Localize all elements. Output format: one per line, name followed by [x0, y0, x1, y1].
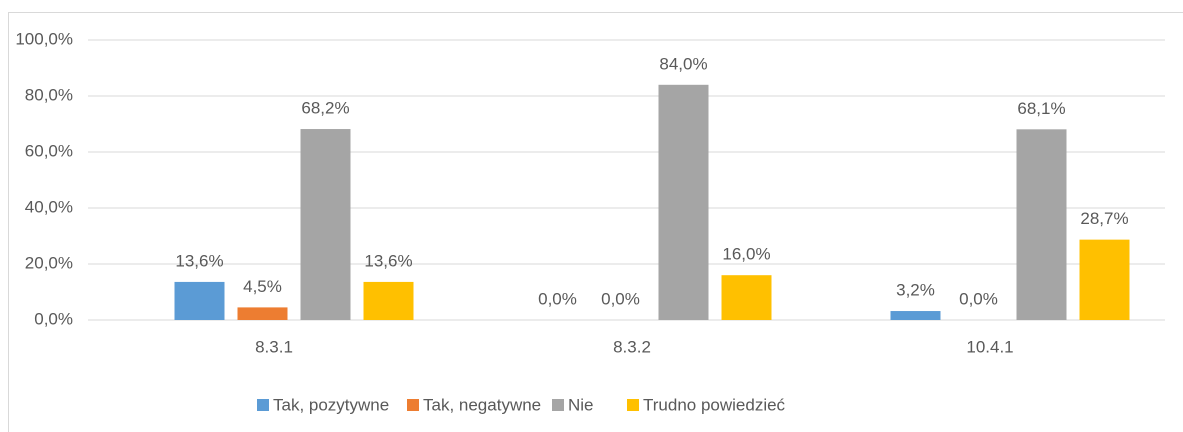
y-tick-label: 60,0% — [25, 141, 73, 160]
legend-label: Tak, negatywne — [423, 395, 541, 414]
legend-swatch — [407, 399, 419, 411]
bar — [1016, 129, 1067, 320]
data-label: 13,6% — [364, 251, 412, 270]
y-tick-label: 80,0% — [25, 85, 73, 104]
y-tick-label: 40,0% — [25, 197, 73, 216]
bar — [890, 311, 941, 320]
bar — [174, 281, 225, 320]
legend-label: Tak, pozytywne — [273, 395, 389, 414]
bar — [237, 307, 288, 320]
data-label: 3,2% — [896, 281, 935, 300]
bar — [721, 275, 772, 320]
x-tick-label: 8.3.1 — [255, 337, 293, 356]
data-label: 0,0% — [538, 289, 577, 308]
y-tick-label: 20,0% — [25, 253, 73, 272]
y-tick-label: 0,0% — [34, 309, 73, 328]
bar — [1079, 239, 1130, 320]
data-label: 4,5% — [243, 277, 282, 296]
data-label: 16,0% — [722, 245, 770, 264]
x-tick-label: 10.4.1 — [966, 337, 1013, 356]
data-label: 68,1% — [1017, 99, 1065, 118]
y-tick-label: 100,0% — [15, 29, 73, 48]
bar — [300, 129, 351, 320]
legend-swatch — [552, 399, 564, 411]
data-label: 68,2% — [301, 99, 349, 118]
x-tick-label: 8.3.2 — [613, 337, 651, 356]
data-label: 0,0% — [601, 289, 640, 308]
data-label: 84,0% — [659, 54, 707, 73]
legend-swatch — [627, 399, 639, 411]
legend-label: Trudno powiedzieć — [643, 395, 786, 414]
bar — [363, 281, 414, 320]
data-label: 13,6% — [175, 251, 223, 270]
data-label: 0,0% — [959, 289, 998, 308]
legend-label: Nie — [568, 395, 594, 414]
chart-border — [8, 12, 1183, 432]
legend-swatch — [257, 399, 269, 411]
bar — [658, 84, 709, 320]
data-label: 28,7% — [1080, 209, 1128, 228]
